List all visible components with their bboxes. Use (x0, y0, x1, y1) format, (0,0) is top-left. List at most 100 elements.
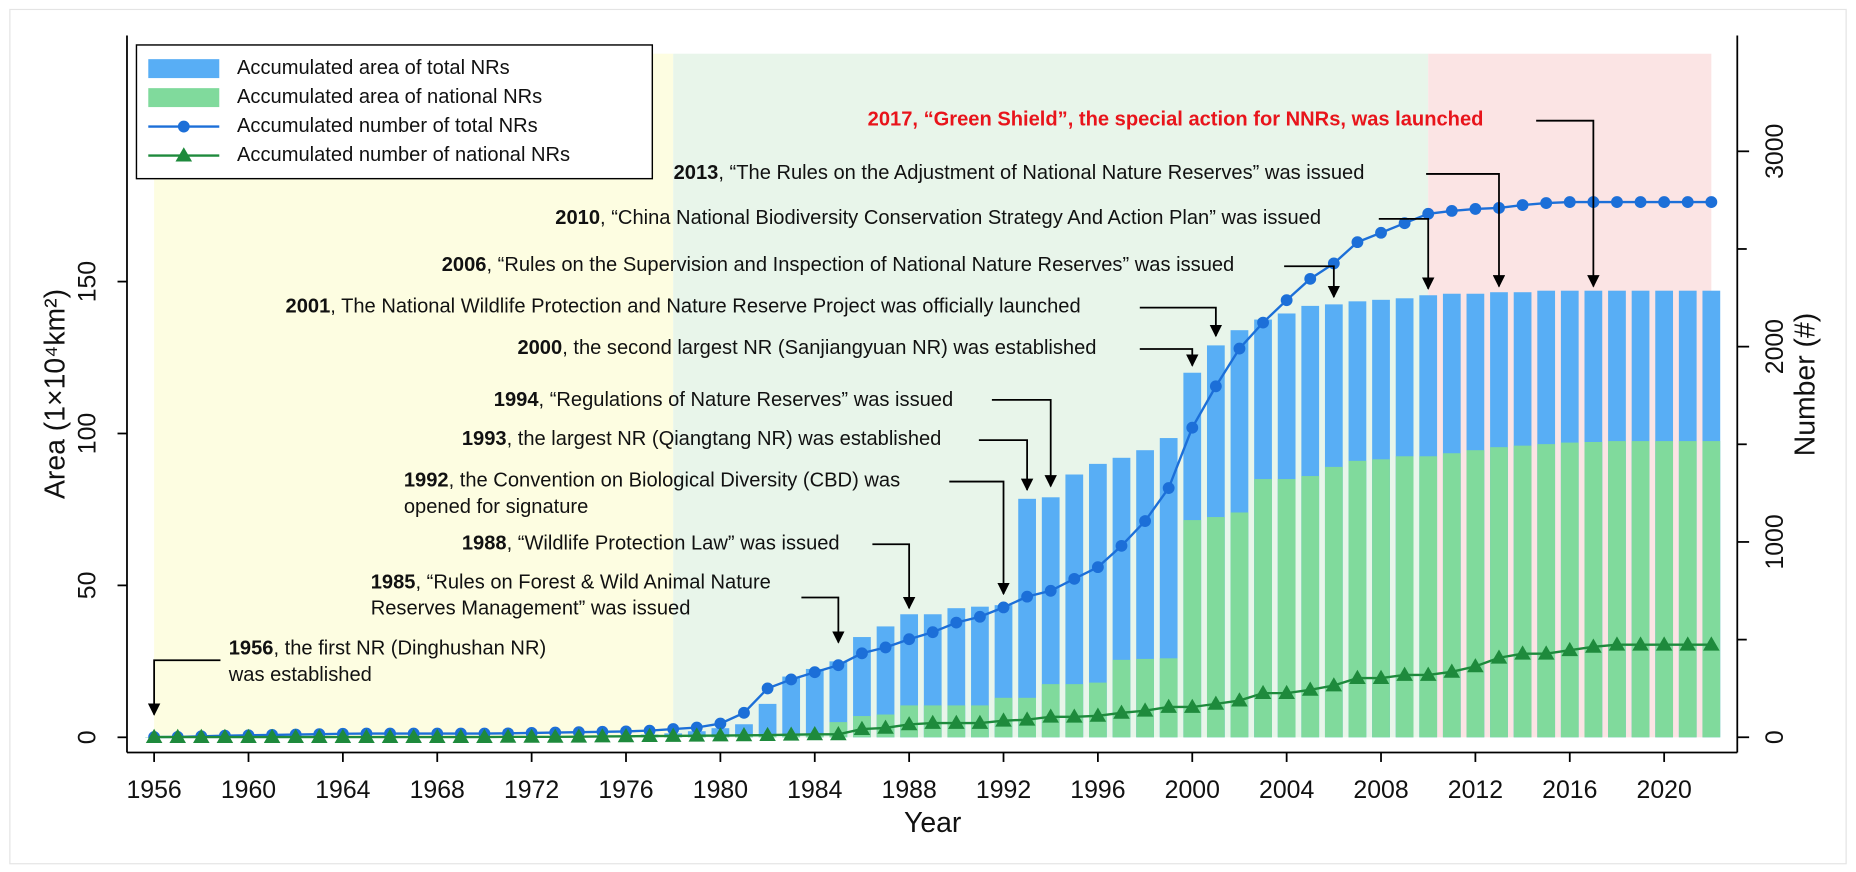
marker (1115, 539, 1128, 552)
x-tick-label: 1992 (976, 777, 1031, 804)
bar (853, 637, 871, 738)
legend-box (135, 44, 654, 180)
marker (879, 641, 892, 654)
legend-label: Accumulated area of national NRs (237, 86, 542, 108)
x-tick-label: 1956 (127, 777, 182, 804)
marker (311, 728, 328, 743)
marker (1658, 196, 1671, 209)
annotation-arrow (1378, 218, 1435, 290)
annotation: 1956, the first NR (Dinghushan NR) (229, 638, 546, 660)
annotation-year: 1956 (229, 638, 274, 660)
legend-swatch (148, 59, 220, 79)
annotation: 2000, the second largest NR (Sanjiangyua… (517, 337, 1096, 359)
marker (1089, 707, 1107, 722)
bar (1277, 479, 1296, 738)
x-tick-label: 2008 (1353, 777, 1408, 804)
marker (1042, 708, 1059, 723)
marker (428, 728, 446, 743)
annotation-arrow (1284, 265, 1341, 299)
bar (758, 703, 777, 738)
frame (9, 8, 1847, 865)
annotation-text: opened for signature (404, 496, 588, 518)
y2-tick-label: 0 (1762, 730, 1789, 744)
bar (1655, 441, 1674, 738)
annotation-text: , “The Rules on the Adjustment of Nation… (718, 162, 1364, 184)
marker (1490, 649, 1508, 664)
marker (287, 728, 304, 743)
marker (216, 728, 234, 743)
bar (1513, 445, 1532, 738)
annotation: 1993, the largest NR (Qiangtang NR) was … (462, 428, 942, 450)
bar (829, 661, 848, 738)
annotation-arrow (147, 659, 221, 716)
annotation: 1988, “Wildlife Protection Law” was issu… (462, 533, 840, 555)
marker (358, 728, 375, 743)
marker (1209, 380, 1222, 393)
marker (1018, 711, 1036, 726)
bar (1490, 447, 1508, 738)
marker (1585, 638, 1602, 653)
bar (1442, 453, 1461, 738)
marker (997, 601, 1010, 614)
marker (1398, 217, 1411, 230)
annotation: 2013, “The Rules on the Adjustment of Na… (674, 162, 1365, 184)
bar (1466, 450, 1485, 738)
annotation-year: 2000 (517, 337, 562, 359)
annotation-arrow (801, 596, 845, 644)
marker (950, 616, 963, 629)
marker (1349, 669, 1366, 684)
bar (1159, 658, 1178, 738)
marker (1634, 196, 1647, 209)
marker (193, 728, 210, 743)
marker (1516, 199, 1529, 211)
marker (334, 728, 352, 743)
marker (714, 717, 727, 730)
bar (1018, 498, 1036, 738)
marker (1467, 658, 1484, 673)
bar (1324, 466, 1343, 738)
marker (1514, 645, 1531, 660)
annotation-arrow (978, 439, 1034, 492)
bar (1348, 460, 1367, 738)
y2-tick-label: 1000 (1762, 514, 1789, 569)
marker (1113, 704, 1130, 719)
annotation-arrow (949, 480, 1010, 596)
marker (1280, 294, 1293, 307)
bar (1183, 520, 1202, 738)
marker (546, 728, 564, 743)
bar (1560, 442, 1579, 738)
bar (1372, 459, 1390, 738)
marker (856, 647, 868, 660)
marker (900, 716, 918, 731)
marker (924, 714, 942, 729)
x-tick-label: 1968 (410, 777, 465, 804)
marker (1632, 636, 1649, 651)
marker (594, 728, 611, 743)
marker (688, 727, 706, 742)
annotation-text: , “China National Biodiversity Conservat… (600, 207, 1321, 229)
x-tick-label: 2012 (1448, 777, 1503, 804)
marker (476, 728, 493, 743)
annotation: 2010, “China National Biodiversity Conse… (555, 207, 1321, 229)
legend: Accumulated area of total NRs Accumulated… (135, 44, 654, 180)
marker (712, 727, 729, 742)
marker (1611, 196, 1623, 209)
marker (995, 712, 1012, 727)
marker (145, 728, 163, 743)
bar (1206, 517, 1225, 738)
bar (1395, 456, 1414, 738)
marker (1445, 204, 1458, 217)
y-tick-label: 150 (75, 261, 102, 302)
marker (1372, 669, 1390, 684)
marker (617, 728, 635, 743)
annotation-year: 1985 (371, 572, 416, 594)
marker (1139, 515, 1151, 527)
marker (926, 626, 939, 639)
marker (1469, 203, 1482, 215)
x-tick-label: 1976 (598, 777, 653, 804)
x-tick-label: 2016 (1542, 777, 1597, 804)
annotation-arrow (1426, 173, 1506, 288)
marker (1655, 636, 1673, 651)
bar (1301, 476, 1320, 738)
marker (1231, 692, 1248, 707)
